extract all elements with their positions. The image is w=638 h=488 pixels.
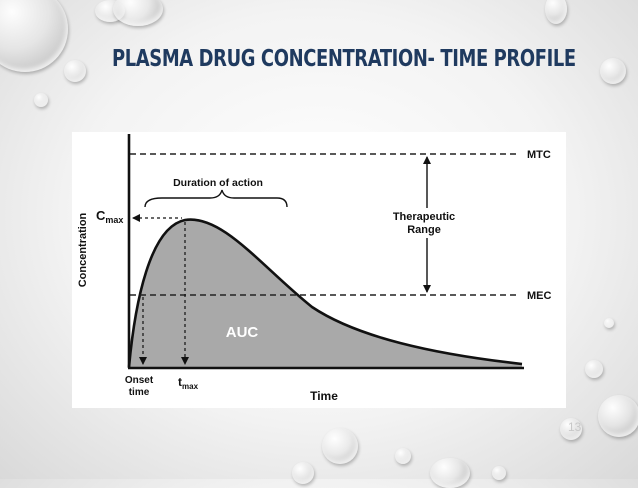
slide-title: PLASMA DRUG CONCENTRATION- TIME PROFILE	[112, 46, 576, 72]
auc-area	[129, 219, 522, 367]
therapeutic-label-line1: Therapeutic	[393, 211, 455, 223]
mtc-label: MTC	[527, 149, 551, 161]
water-drop	[430, 458, 470, 488]
water-drop	[64, 60, 86, 82]
water-drop	[292, 462, 314, 484]
pk-diagram: Concentration Time Cmax tmax Onset time …	[72, 132, 566, 408]
onset-label-line2: time	[129, 387, 150, 398]
water-drop	[598, 395, 638, 437]
water-drop	[560, 418, 582, 440]
slide-number: 13	[568, 420, 582, 434]
water-drop	[34, 93, 48, 107]
water-drop	[322, 428, 358, 464]
concentration-curve	[127, 218, 523, 368]
water-drop	[545, 0, 567, 24]
water-drop	[113, 0, 163, 26]
water-drop	[492, 466, 506, 480]
therapeutic-label-line2: Range	[407, 224, 441, 236]
onset-label-line1: Onset	[125, 375, 154, 386]
tmax-label: tmax	[178, 375, 199, 391]
water-drop	[395, 448, 411, 464]
therapeutic-label-bg	[387, 208, 469, 238]
auc-label: AUC	[226, 324, 259, 341]
water-drop	[585, 360, 603, 378]
water-drop	[600, 58, 626, 84]
mec-label: MEC	[527, 290, 552, 302]
water-drop	[0, 0, 68, 72]
water-drop	[604, 318, 614, 328]
pk-diagram-svg: Concentration Time Cmax tmax Onset time …	[77, 134, 552, 403]
y-axis-label: Concentration	[77, 212, 89, 287]
x-axis-label: Time	[310, 389, 338, 403]
duration-label: Duration of action	[173, 177, 263, 189]
duration-brace	[144, 189, 288, 208]
cmax-label: Cmax	[96, 208, 123, 225]
